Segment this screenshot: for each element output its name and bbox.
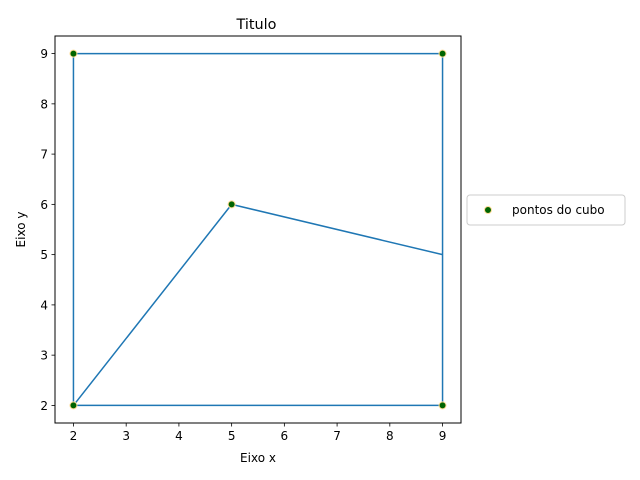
x-tick-label: 8 bbox=[386, 429, 394, 443]
scatter-point bbox=[438, 401, 447, 410]
x-tick-label: 9 bbox=[439, 429, 447, 443]
x-tick-label: 2 bbox=[70, 429, 78, 443]
y-tick-label: 7 bbox=[40, 148, 48, 162]
x-tick-label: 3 bbox=[122, 429, 130, 443]
y-tick-label: 3 bbox=[40, 349, 48, 363]
axes-frame bbox=[54, 35, 462, 424]
legend-marker bbox=[484, 206, 492, 214]
y-axis: 2 3 4 5 6 7 8 9 bbox=[40, 47, 55, 413]
x-tick-label: 4 bbox=[175, 429, 183, 443]
x-axis: 2 3 4 5 6 7 8 9 bbox=[70, 423, 447, 443]
x-tick-label: 7 bbox=[333, 429, 341, 443]
y-tick-label: 8 bbox=[40, 97, 48, 111]
y-tick-label: 5 bbox=[40, 248, 48, 262]
x-tick-label: 5 bbox=[228, 429, 236, 443]
legend: pontos do cubo bbox=[466, 194, 626, 226]
scatter-point bbox=[438, 49, 447, 58]
y-tick-label: 9 bbox=[40, 47, 48, 61]
x-tick-label: 6 bbox=[281, 429, 289, 443]
scatter-point bbox=[227, 200, 236, 209]
y-tick-label: 6 bbox=[40, 198, 48, 212]
plot-area bbox=[69, 49, 447, 410]
legend-box bbox=[466, 194, 626, 226]
y-tick-label: 4 bbox=[40, 298, 48, 312]
series-line bbox=[72, 52, 444, 407]
y-axis-label: Eixo y bbox=[14, 212, 28, 248]
scatter-point bbox=[69, 401, 78, 410]
scatter-point bbox=[69, 49, 78, 58]
y-tick-label: 2 bbox=[40, 399, 48, 413]
x-axis-label: Eixo x bbox=[240, 451, 276, 465]
chart-title: Titulo bbox=[236, 17, 277, 33]
legend-label: pontos do cubo bbox=[512, 203, 605, 217]
